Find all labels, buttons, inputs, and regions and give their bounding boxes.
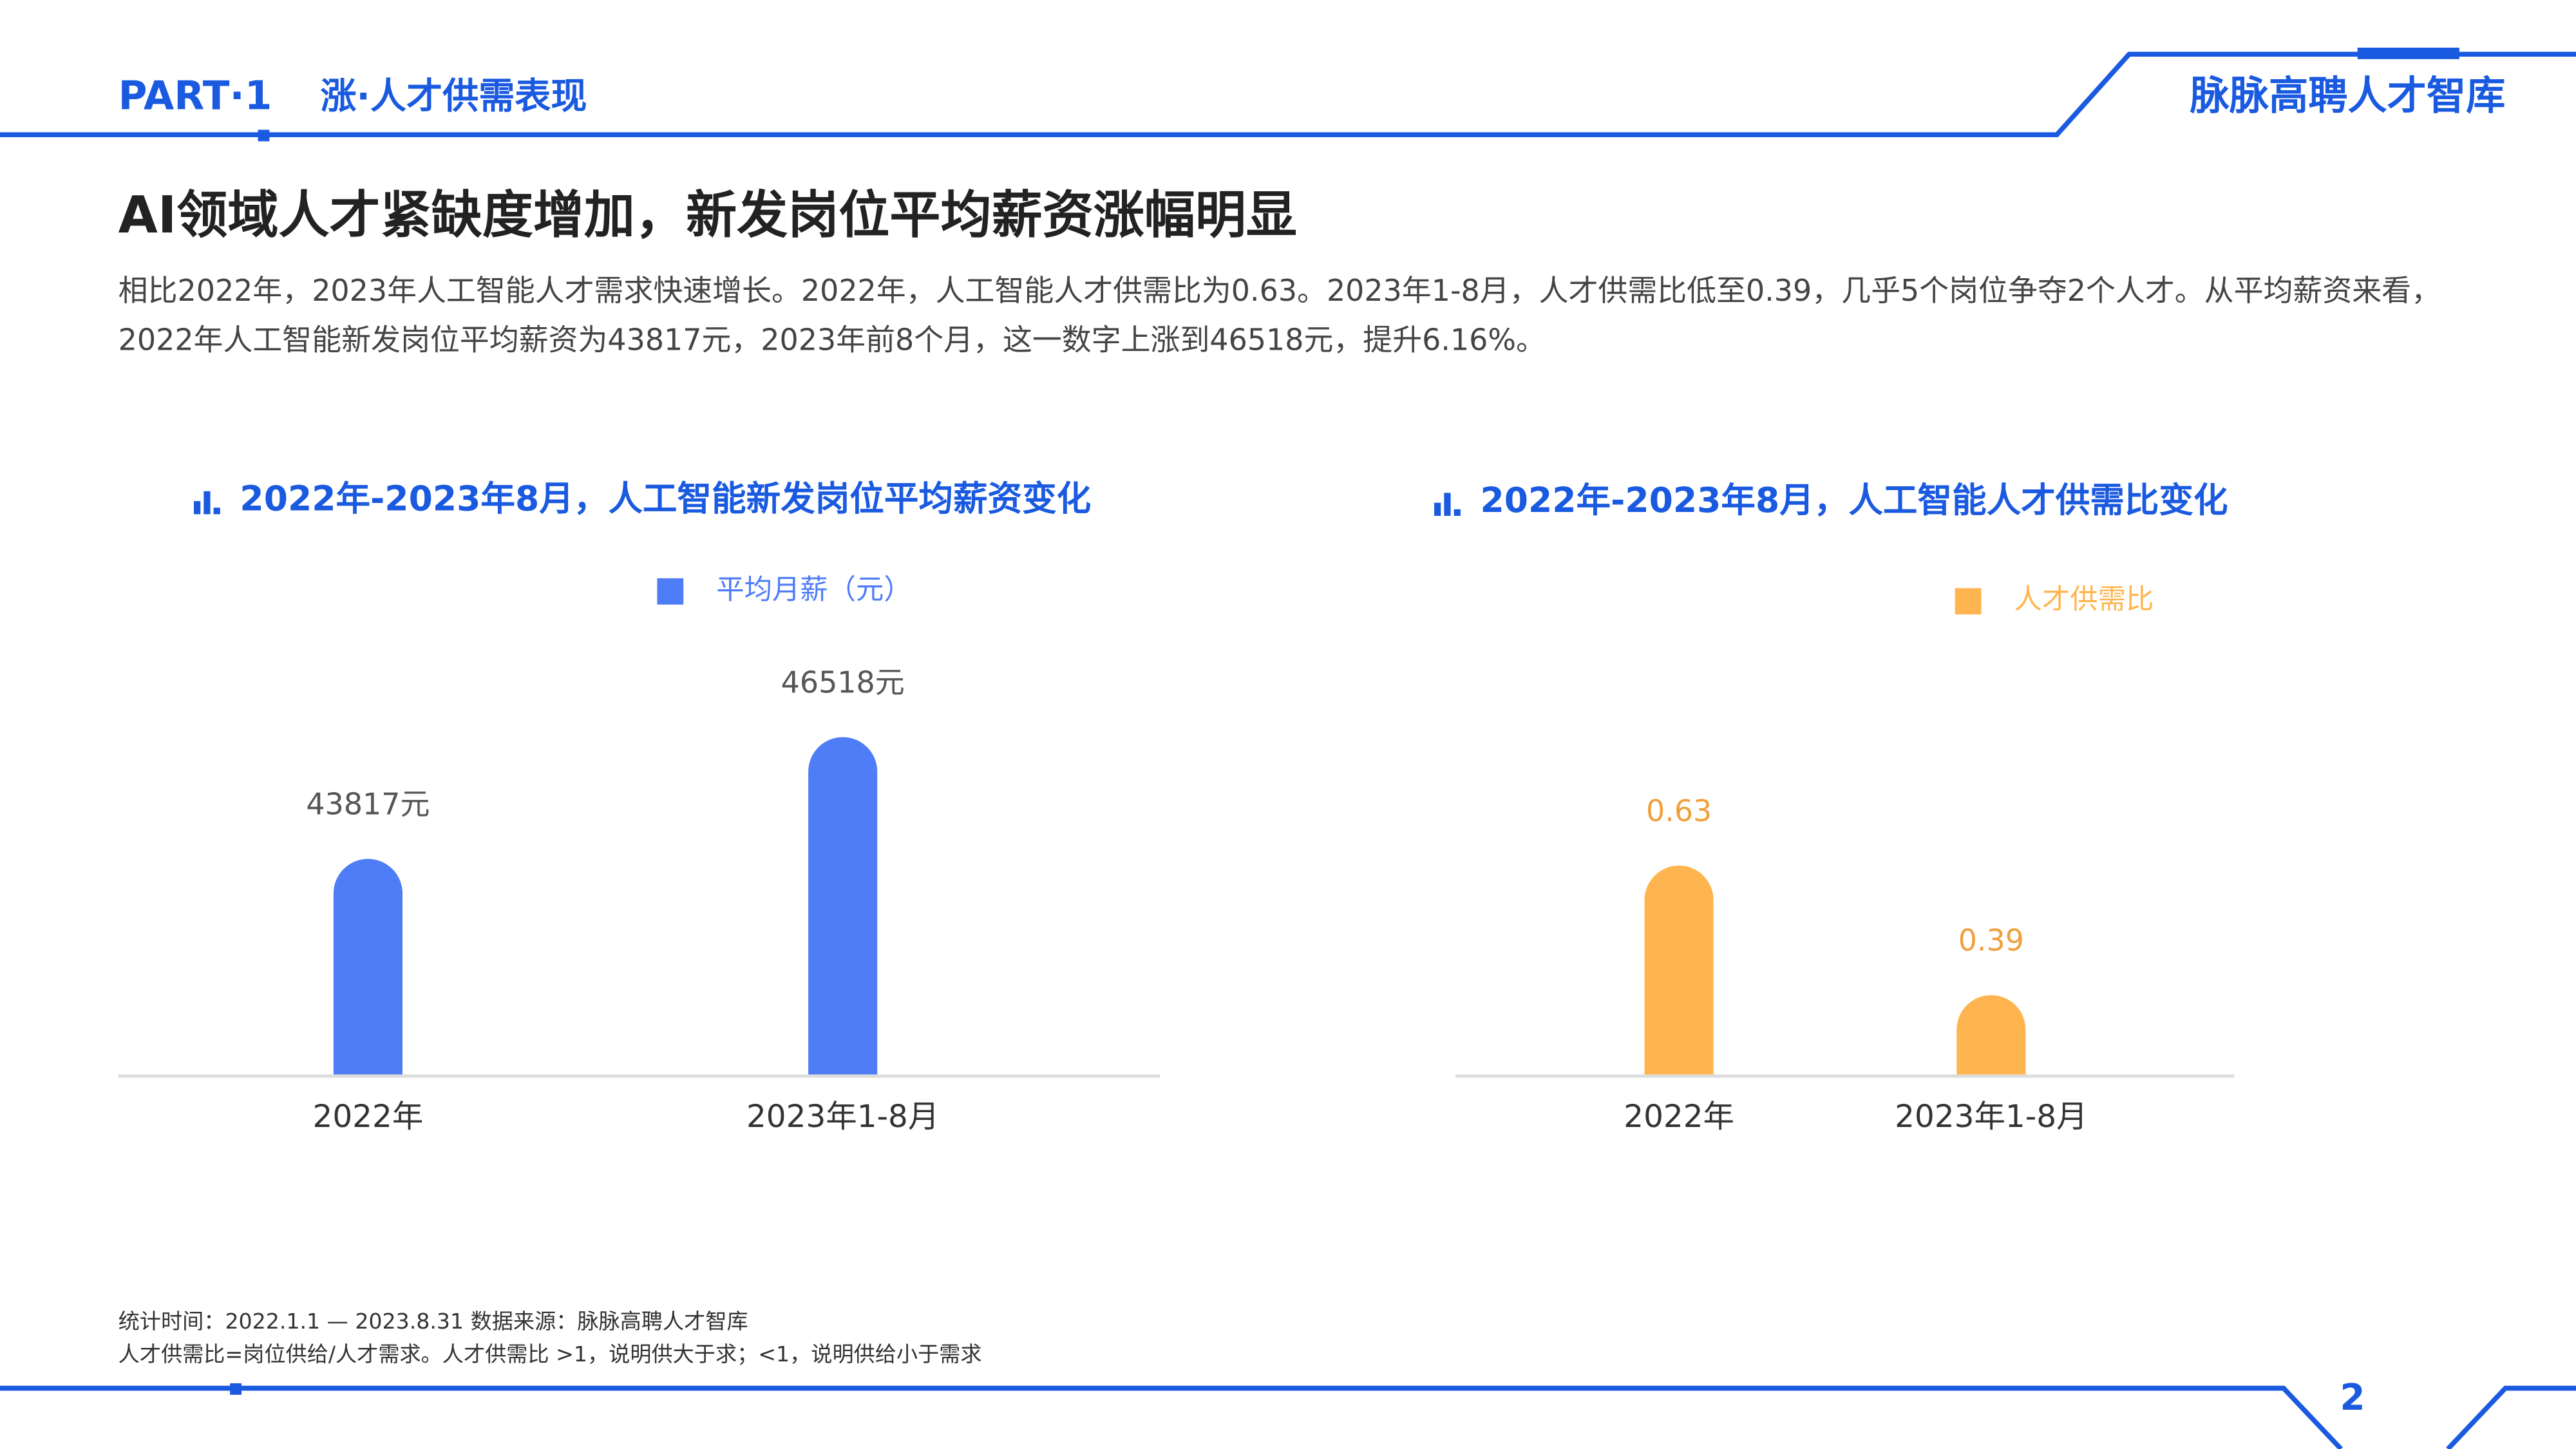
title-icon [1434, 502, 1441, 516]
legend-label: 平均月薪（元） [716, 574, 912, 606]
paragraph: 相比2022年，2023年人工智能人才需求快速增长。2022年，人工智能人才供需… [118, 274, 2441, 359]
page-number: 2 [2340, 1377, 2365, 1419]
section-label: 涨·人才供需表现 [320, 76, 587, 118]
x-tick-label: 2023年1-8月 [746, 1099, 939, 1135]
title-icon [194, 501, 201, 515]
bar [1644, 866, 1714, 1076]
rule-marker [230, 1383, 242, 1395]
value-label: 0.39 [1958, 923, 2024, 958]
part-label: PART·1 [118, 73, 272, 119]
value-label: 46518元 [781, 665, 905, 699]
x-tick-label: 2023年1-8月 [1895, 1099, 2087, 1135]
legend-swatch [1955, 588, 1982, 615]
footer-rule [0, 1385, 2343, 1449]
rule-marker [258, 129, 270, 142]
value-label: 43817元 [306, 787, 430, 822]
title-icon [204, 491, 211, 515]
paragraph-box: 相比2022年，2023年人工智能人才需求快速增长。2022年，人工智能人才供需… [118, 274, 2441, 359]
footnote: 人才供需比=岗位供给/人才需求。人才供需比 >1，说明供大于求；<1，说明供给小… [118, 1341, 982, 1367]
legend-swatch [657, 578, 684, 605]
legend-label: 人才供需比 [2014, 583, 2154, 616]
footnote: 统计时间：2022.1.1 — 2023.8.31 数据来源：脉脉高聘人才智库 [118, 1309, 748, 1334]
bar [1956, 995, 2026, 1076]
brand: 脉脉高聘人才智库 [2190, 73, 2506, 119]
rule-accent [2357, 47, 2459, 59]
title-icon [1444, 493, 1451, 516]
bar [333, 858, 402, 1076]
footer-rule [2446, 1385, 2576, 1449]
header-rule [0, 52, 2576, 138]
x-tick-label: 2022年 [313, 1099, 424, 1135]
value-label: 0.63 [1646, 793, 1712, 828]
bar [808, 737, 878, 1076]
x-tick-label: 2022年 [1624, 1099, 1734, 1135]
title-icon [213, 507, 220, 515]
chart-title: 2022年-2023年8月，人工智能人才供需比变化 [1480, 480, 2228, 520]
chart-title: 2022年-2023年8月，人工智能新发岗位平均薪资变化 [240, 478, 1091, 519]
page-title: AI领域人才紧缺度增加，新发岗位平均薪资涨幅明显 [118, 185, 1297, 245]
title-icon [1454, 509, 1461, 516]
